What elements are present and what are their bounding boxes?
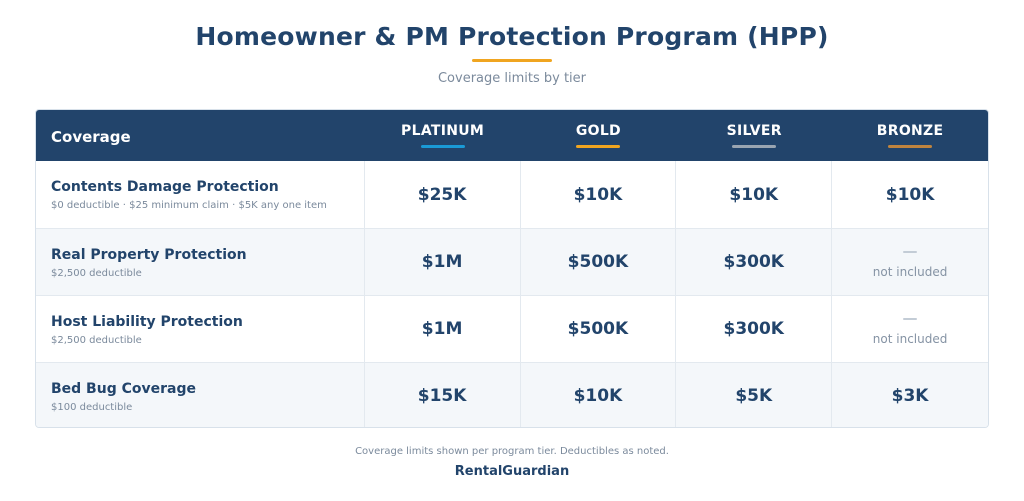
coverage-cell: Contents Damage Protection $0 deductible … (36, 161, 365, 228)
table-row: Bed Bug Coverage $100 deductible $15K $10K $… (36, 362, 988, 427)
tier-header-gold: GOLD (521, 110, 677, 161)
page-subtitle: Coverage limits by tier (437, 71, 587, 86)
table-row: Real Property Protection $2,500 deductibl… (36, 228, 988, 295)
limit-cell-bronze: $10K (832, 161, 988, 228)
not-included-label: not included (872, 332, 948, 346)
limit-cell-platinum: $15K (365, 363, 521, 427)
limit-cell-silver: $300K (676, 229, 833, 295)
limit-cell-gold: $10K (521, 363, 677, 427)
limit-value: $300K (723, 252, 784, 272)
limit-cell-silver: $10K (676, 161, 833, 228)
coverage-cell: Real Property Protection $2,500 deductibl… (36, 229, 365, 295)
dash-icon (903, 251, 918, 253)
tier-color-bar (420, 145, 465, 148)
coverage-deductible-note: $100 deductible (51, 402, 133, 413)
tier-header-platinum: PLATINUM (365, 110, 521, 161)
coverage-name: Real Property Protection (51, 247, 247, 263)
coverage-cell: Host Liability Protection $2,500 deductib… (36, 296, 365, 362)
limit-cell-silver: $5K (676, 363, 833, 427)
limit-cell-platinum: $25K (365, 161, 521, 228)
limit-cell-bronze: not included (832, 229, 988, 295)
brand-name: RentalGuardian (454, 464, 570, 479)
limit-cell-gold: $500K (521, 229, 677, 295)
title-underline (472, 59, 552, 62)
limit-cell-silver: $300K (676, 296, 833, 362)
limit-cell-platinum: $1M (365, 229, 521, 295)
coverage-deductible-note: $2,500 deductible (51, 335, 142, 346)
limit-value: $500K (567, 252, 629, 272)
page-title: Homeowner & PM Protection Program (HPP) (195, 22, 829, 51)
limit-value: $3K (891, 386, 929, 406)
coverage-name: Contents Damage Protection (51, 179, 279, 195)
coverage-cell: Bed Bug Coverage $100 deductible (36, 363, 365, 427)
footer-note: Coverage limits shown per program tier. … (355, 446, 669, 457)
table-header: Coverage PLATINUM GOLD SILVER BRONZE (36, 110, 988, 161)
limit-value: $25K (417, 184, 467, 205)
tier-name: GOLD (575, 123, 621, 139)
not-included-label: not included (872, 265, 948, 279)
limit-cell-gold: $10K (521, 161, 677, 228)
coverage-deductible-note: $0 deductible · $25 minimum claim · $5K … (51, 200, 327, 211)
tier-color-bar (888, 145, 933, 148)
limit-value: $15K (417, 386, 467, 406)
limit-value: $10K (885, 184, 935, 205)
tier-color-bar (576, 145, 621, 148)
limit-cell-gold: $500K (521, 296, 677, 362)
coverage-name: Host Liability Protection (51, 314, 243, 330)
limit-value: $1M (421, 252, 463, 272)
coverage-deductible-note: $2,500 deductible (51, 268, 142, 279)
coverage-table: Coverage PLATINUM GOLD SILVER BRONZE Con… (35, 109, 989, 428)
coverage-column-header: Coverage (51, 127, 131, 146)
table-row: Contents Damage Protection $0 deductible … (36, 161, 988, 228)
limit-value: $10K (729, 184, 779, 205)
limit-cell-bronze: not included (832, 296, 988, 362)
tier-name: BRONZE (876, 123, 944, 139)
limit-cell-bronze: $3K (832, 363, 988, 427)
tier-name: PLATINUM (401, 123, 485, 139)
dash-icon (903, 318, 918, 320)
limit-value: $1M (421, 319, 463, 339)
tier-color-bar (732, 145, 777, 148)
limit-value: $300K (723, 319, 784, 339)
limit-cell-platinum: $1M (365, 296, 521, 362)
limit-value: $10K (573, 386, 623, 406)
tier-header-bronze: BRONZE (832, 110, 988, 161)
limit-value: $10K (573, 184, 623, 205)
tier-name: SILVER (726, 123, 782, 139)
limit-value: $500K (567, 319, 629, 339)
table-body: Contents Damage Protection $0 deductible … (36, 161, 988, 427)
tier-header-silver: SILVER (676, 110, 832, 161)
table-row: Host Liability Protection $2,500 deductib… (36, 295, 988, 362)
coverage-name: Bed Bug Coverage (51, 381, 196, 397)
limit-value: $5K (735, 386, 773, 406)
